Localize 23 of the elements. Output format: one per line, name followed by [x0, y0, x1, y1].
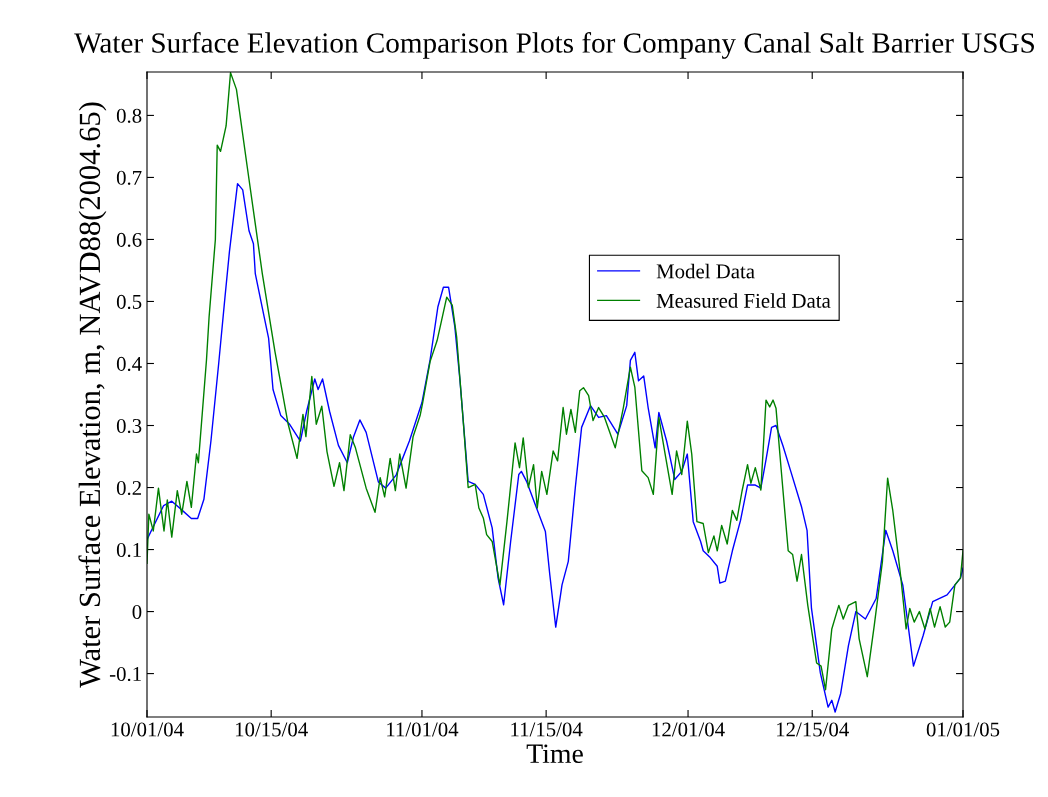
x-tick-label: 10/01/04 [111, 722, 184, 737]
chart-title: Water Surface Elevation Comparison Plots for Company Canal Salt Barrier USGS [74, 32, 1034, 59]
x-tick-label: 12/01/04 [652, 722, 725, 737]
x-tick-label: 12/15/04 [777, 722, 849, 737]
y-tick-label: 0.8 [116, 108, 142, 123]
y-tick-label: 0.6 [116, 232, 142, 247]
y-tick-label: 0.1 [116, 542, 141, 558]
y-tick-label: 0.7 [116, 170, 142, 185]
x-tick-label: 11/15/04 [511, 722, 583, 737]
y-tick-label: 0.5 [116, 294, 142, 309]
x-tick-label: 01/01/05 [926, 722, 1000, 737]
line-series [147, 182, 963, 713]
y-tick-label: 0.4 [116, 356, 142, 372]
x-axis-title: Time [526, 744, 583, 764]
legend-label: Model Data [656, 263, 755, 279]
y-tick-label: 0.2 [116, 480, 141, 496]
y-tick-label: 0 [132, 604, 142, 619]
y-tick-label: 0.3 [116, 418, 142, 434]
x-tick-label: 11/01/04 [387, 722, 459, 737]
legend-label: Measured Field Data [656, 293, 831, 308]
x-tick-label: 10/15/04 [235, 722, 308, 737]
y-tick-label: -0.1 [109, 666, 141, 682]
y-axis-title: Water Surface Elevation, m, NAVD88(2004.65) [78, 102, 107, 688]
